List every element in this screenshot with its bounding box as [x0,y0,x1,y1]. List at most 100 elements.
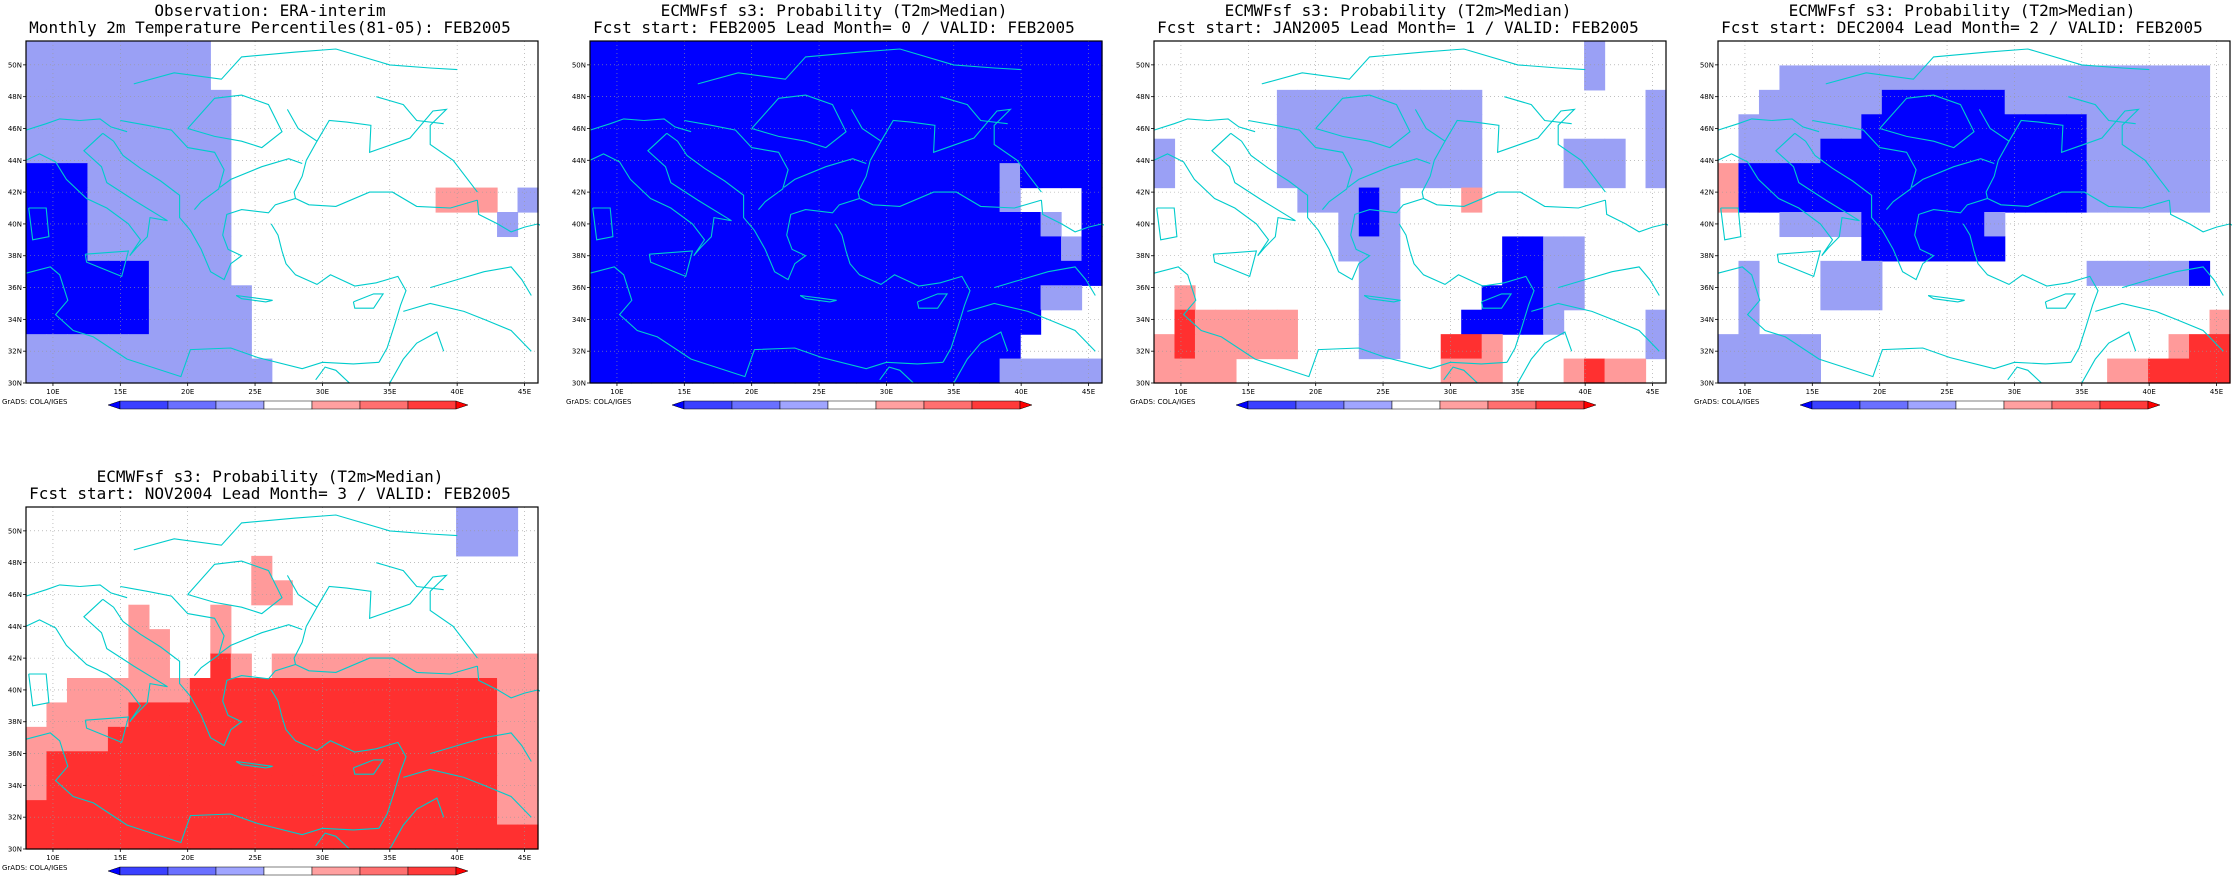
grid-cell [979,138,1001,164]
colorbar: 210253366759098 [107,400,469,410]
grid-cell [189,89,211,115]
grid-cell [1645,309,1667,335]
grid-cell [435,800,457,826]
grid-cell [169,114,191,140]
grid-cell [856,260,878,286]
grid-cell [815,65,837,91]
grid-cell [1276,89,1298,115]
coastline [1717,132,1860,257]
grid-cell [856,285,878,311]
grid-cell [1758,358,1781,384]
grid-cell [692,114,714,140]
grid-cell [497,726,519,752]
lat-tick-label: 32N [1700,348,1714,356]
grid-cell [590,41,612,67]
grid-cell [2189,163,2211,189]
grid-cell [1020,358,1042,384]
panel-title: ECMWFsf s3: Probability (T2m>Median) [1224,1,1572,20]
lon-tick-label: 40E [1578,388,1591,396]
lat-tick-label: 46N [1136,125,1150,133]
grid-cell [1040,212,1062,238]
grid-cell [1861,212,1883,238]
grid-cell [1984,212,2006,238]
grid-cell [107,358,129,384]
grid-cell [1881,163,1903,189]
lat-tick-label: 38N [1136,252,1150,260]
grid-cell [107,678,129,704]
coastline [315,366,350,384]
grid-cell [2025,187,2047,213]
grid-cell [476,653,498,679]
lat-tick-label: 34N [8,316,22,324]
grid-cell [876,187,898,213]
grid-cell [2189,260,2211,286]
grid-cell [1040,163,1062,189]
grid-cell [692,309,714,335]
grid-cell [1943,212,1965,238]
grid-cell [794,212,816,238]
grid-cell [897,334,919,360]
grid-cell [189,309,211,335]
panel-subtitle: Fcst start: NOV2004 Lead Month= 3 / VALI… [29,484,511,503]
grid-cell [1922,212,1944,238]
grid-cell [353,653,375,679]
grid-cell [958,163,980,189]
grid-cell [630,138,653,164]
grid-cell [958,212,980,238]
grid-cell [87,138,109,164]
lat-tick-label: 42N [1136,189,1150,197]
grid-cell [107,824,129,850]
grid-cell [2004,89,2026,115]
grid-cell [169,751,191,777]
lon-tick-label: 25E [248,854,261,862]
grid-cell [2086,89,2108,115]
grid-cell [66,163,89,189]
grid-cell [2066,138,2088,164]
grid-cell [1338,89,1360,115]
grid-cell [999,236,1021,262]
grid-cell [107,65,129,91]
grid-cell [979,260,1001,286]
grid-cell [2189,138,2211,164]
grid-cell [897,65,919,91]
colorbar-segment [1343,400,1393,410]
grid-cell [2168,187,2190,213]
grid-cell [917,260,939,286]
lon-tick-label: 45E [518,388,531,396]
grid-cell [671,41,693,67]
grid-cell [1040,285,1062,311]
grid-cell [2086,65,2108,91]
lat-tick-label: 40N [1700,220,1714,228]
lat-tick-label: 36N [8,284,22,292]
grid-cell [292,653,314,679]
grid-cell [374,775,396,801]
grid-cell [46,187,68,213]
coastlines [589,48,1104,384]
grid-cell [2209,358,2231,384]
grid-cell [66,89,89,115]
grid-cell [1758,138,1781,164]
grid-cell [856,309,878,335]
grid-cell [66,334,89,360]
grid-cell [87,260,109,286]
grid-cell [1420,89,1442,115]
grid-cell [733,89,755,115]
colorbar-segment [311,866,361,876]
grid-cell [169,775,191,801]
grid-cell [189,41,211,67]
grid-cell [774,114,796,140]
grid-cell [128,678,150,704]
grid-cell [774,163,796,189]
grid-cell [610,285,632,311]
grid-cell [1820,163,1842,189]
grid-cell [712,285,734,311]
grid-cell [610,41,632,67]
lon-tick-label: 30E [316,388,329,396]
grid-cell [1922,138,1944,164]
grid-cell [1779,138,1801,164]
grid-cell [26,163,48,189]
grid-cell [630,41,653,67]
grid-cell [753,138,775,164]
grid-cell [1502,236,1524,262]
grid-cell [189,212,211,238]
